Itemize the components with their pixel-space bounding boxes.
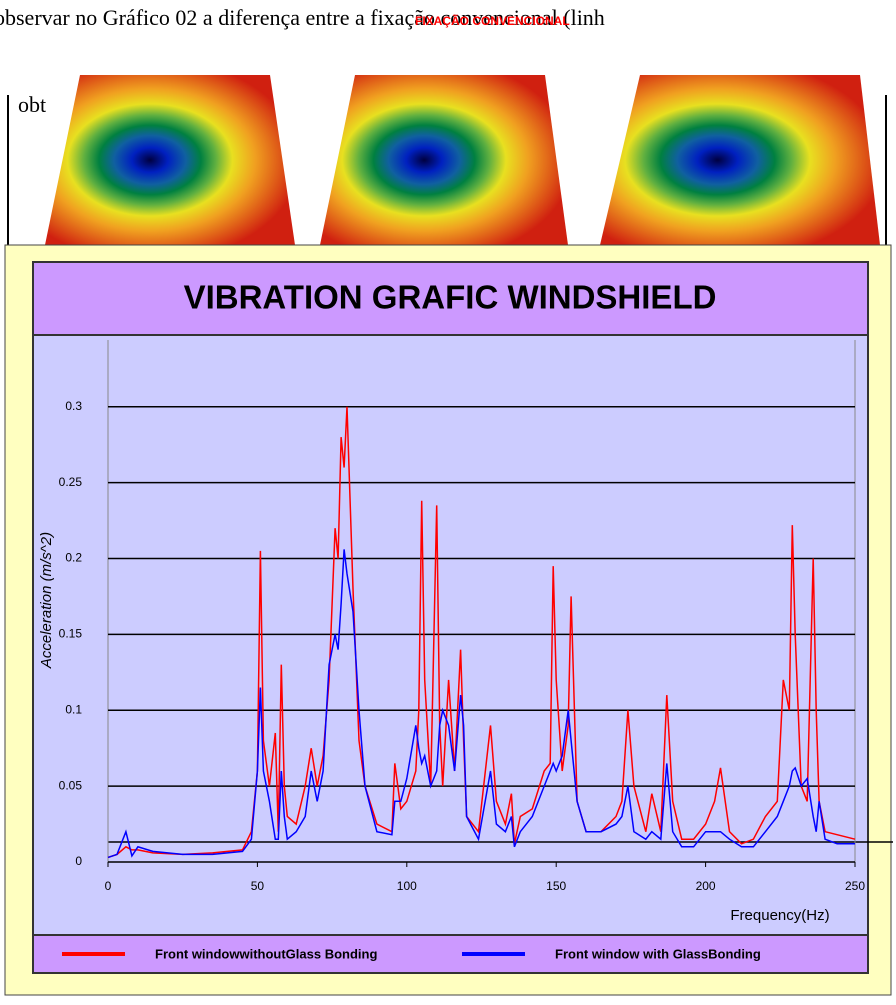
y-tick-label: 0.2 <box>65 551 82 565</box>
y-tick-label: 0.25 <box>59 475 83 489</box>
legend-label: Front windowwithoutGlass Bonding <box>155 946 377 961</box>
page-canvas: observar no Gráfico 02 a diferença entre… <box>0 0 896 1000</box>
chart-title: VIBRATION GRAFIC WINDSHIELD <box>184 279 717 316</box>
y-tick-label: 0.1 <box>65 702 82 716</box>
x-tick-label: 150 <box>546 879 566 893</box>
y-tick-label: 0.3 <box>65 399 82 413</box>
legend-label: Front window with GlassBonding <box>555 946 761 961</box>
heatmap-images <box>45 75 880 245</box>
page: {"document": {"text_line_1": "observar n… <box>0 0 896 1000</box>
y-axis-label: Acceleration (m/s^2) <box>38 532 55 669</box>
text-line: obt <box>18 92 46 117</box>
x-tick-label: 250 <box>845 879 865 893</box>
y-tick-label: 0 <box>75 854 82 868</box>
x-tick-label: 50 <box>251 879 265 893</box>
overlay-label: FIXAÇÃO CONVENCIONAL <box>415 13 570 28</box>
chart-box <box>33 262 868 973</box>
x-tick-label: 100 <box>397 879 417 893</box>
x-tick-label: 0 <box>105 879 112 893</box>
y-tick-label: 0.05 <box>59 778 83 792</box>
y-tick-label: 0.15 <box>59 627 83 641</box>
x-axis-label: Frequency(Hz) <box>730 907 829 924</box>
x-tick-label: 200 <box>696 879 716 893</box>
